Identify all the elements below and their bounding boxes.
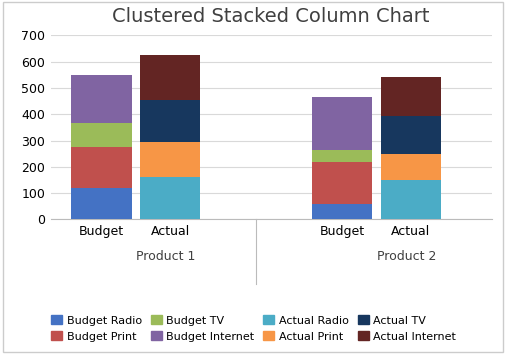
Bar bbox=[140, 100, 200, 142]
Legend: Budget Radio, Budget Print, Budget TV, Budget Internet, Actual Radio, Actual Pri: Budget Radio, Budget Print, Budget TV, B… bbox=[48, 312, 459, 345]
Bar bbox=[140, 55, 200, 100]
Bar bbox=[381, 116, 441, 154]
Bar bbox=[71, 147, 132, 188]
Bar bbox=[71, 75, 132, 124]
Bar bbox=[140, 142, 200, 177]
Text: Product 1: Product 1 bbox=[136, 250, 196, 263]
Text: Product 2: Product 2 bbox=[377, 250, 437, 263]
Bar bbox=[381, 180, 441, 219]
Bar bbox=[381, 154, 441, 180]
Bar bbox=[71, 188, 132, 219]
Bar bbox=[312, 150, 373, 162]
Bar bbox=[312, 162, 373, 204]
Bar bbox=[312, 204, 373, 219]
Bar bbox=[71, 124, 132, 147]
Bar bbox=[140, 177, 200, 219]
Bar bbox=[381, 78, 441, 116]
Bar bbox=[312, 97, 373, 150]
Title: Clustered Stacked Column Chart: Clustered Stacked Column Chart bbox=[113, 6, 430, 25]
